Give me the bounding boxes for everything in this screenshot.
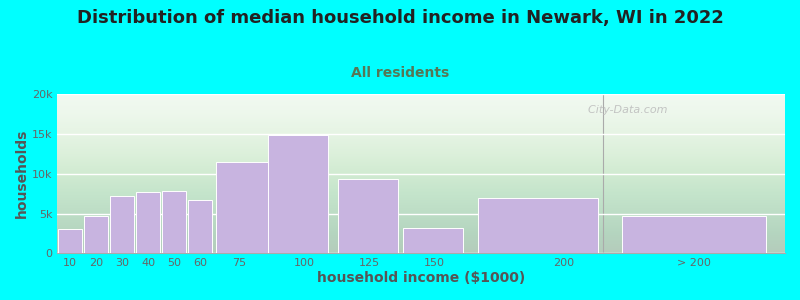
Y-axis label: households: households — [15, 129, 29, 218]
Bar — [622, 216, 766, 254]
Text: All residents: All residents — [351, 66, 449, 80]
Bar — [478, 198, 598, 254]
Bar — [338, 179, 398, 254]
Bar — [403, 228, 462, 254]
Bar — [162, 191, 186, 254]
Text: Distribution of median household income in Newark, WI in 2022: Distribution of median household income … — [77, 9, 723, 27]
Bar — [58, 230, 82, 254]
Bar — [216, 162, 275, 254]
X-axis label: household income ($1000): household income ($1000) — [317, 271, 526, 285]
Bar — [188, 200, 212, 254]
Bar — [110, 196, 134, 254]
Bar — [136, 192, 160, 254]
Text: City-Data.com: City-Data.com — [582, 105, 668, 115]
Bar — [268, 135, 327, 254]
Bar — [84, 216, 108, 254]
